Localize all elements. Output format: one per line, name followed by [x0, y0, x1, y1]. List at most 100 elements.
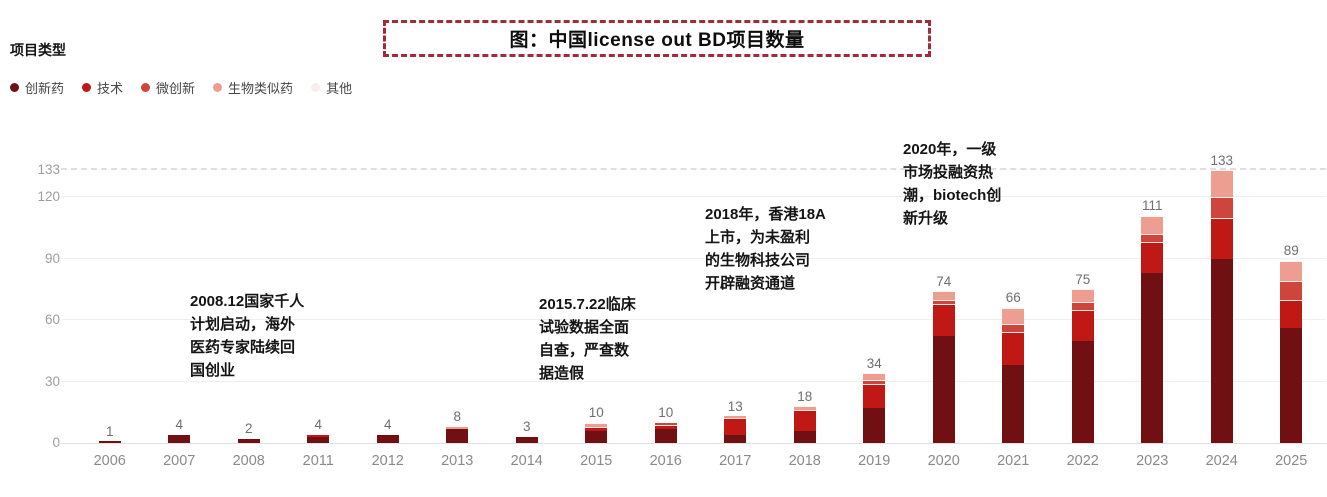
x-axis-label-2018: 2018 [788, 453, 821, 469]
bar-segment-technology [1141, 242, 1164, 273]
bar-column-2020: 74 [909, 160, 979, 443]
x-axis-label-2025: 2025 [1275, 453, 1308, 469]
bar-stack [168, 434, 191, 443]
legend-dot-technology [82, 83, 92, 92]
bar-stack [1071, 289, 1094, 443]
bar-segment-technology [307, 434, 330, 437]
legend-item-micro-innovation: 微创新 [141, 78, 195, 97]
plot-area: 1 4 2 4 4 8 3 10 10 13 18 34 74 66 75 111 133 89 [61, 154, 1327, 443]
bar-segment-biosimilar [724, 416, 747, 419]
x-axis-line [58, 443, 1327, 444]
bar-column-2008: 2 [214, 160, 284, 443]
bar-value-label: 75 [1075, 271, 1091, 287]
bar-segment-innovative-drug [376, 434, 399, 443]
bar-segment-technology [932, 303, 955, 337]
x-axis-label-2013: 2013 [441, 453, 474, 469]
x-axis-label-2021: 2021 [997, 453, 1030, 469]
bar-segment-biosimilar [1141, 215, 1164, 235]
annotation-2020: 2020年，一级 市场投融资热 潮，biotech创 新升级 [903, 141, 1002, 227]
bar-segment-innovative-drug [446, 428, 469, 443]
bar-stack [1280, 260, 1303, 443]
x-axis-label-2006: 2006 [93, 453, 126, 469]
legend-item-technology: 技术 [82, 78, 123, 97]
gridline-133 [61, 168, 1326, 171]
x-axis-label-2017: 2017 [719, 453, 752, 469]
bar-segment-biosimilar [1210, 170, 1233, 197]
x-axis-label-2015: 2015 [580, 453, 613, 469]
figure-title-box: 图：中国license out BD项目数量 [383, 20, 931, 57]
legend-item-other: 其他 [311, 78, 352, 97]
bar-segment-technology [863, 383, 886, 409]
legend-title: 项目类型 [10, 42, 66, 58]
bar-segment-micro-innovation [1280, 281, 1303, 300]
bar-segment-technology [1280, 299, 1303, 329]
annotation-2008: 2008.12国家千人 计划启动，海外 医药专家陆续回 国创业 [190, 293, 305, 379]
legend-label: 其他 [326, 81, 353, 96]
bar-segment-biosimilar [1280, 260, 1303, 282]
bar-value-label: 111 [1141, 198, 1163, 214]
x-axis-label-2020: 2020 [927, 453, 960, 469]
bar-segment-innovative-drug [1002, 365, 1025, 443]
figure-title: 图：中国license out BD项目数量 [509, 30, 805, 51]
bar-segment-biosimilar [863, 373, 886, 380]
bar-value-label: 66 [1005, 290, 1021, 306]
x-axis-label-2014: 2014 [510, 453, 543, 469]
bar-segment-biosimilar [1071, 289, 1094, 302]
y-axis: 0 30 60 90 120 133 [10, 160, 60, 450]
bar-segment-innovative-drug [1071, 340, 1094, 443]
bar-segment-innovative-drug [863, 408, 886, 443]
bar-value-label: 89 [1283, 243, 1299, 259]
bar-stack [237, 438, 260, 443]
bar-segment-biosimilar [446, 426, 469, 429]
bar-segment-biosimilar [793, 406, 816, 411]
legend-label: 微创新 [156, 81, 196, 96]
bar-value-label: 1 [105, 423, 114, 439]
bar-segment-biosimilar [1002, 307, 1025, 325]
bar-segment-innovative-drug [724, 434, 747, 443]
bar-segment-technology [1071, 309, 1094, 341]
bar-segment-technology [654, 424, 677, 429]
bar-segment-micro-innovation [654, 422, 677, 425]
bar-value-label: 10 [588, 405, 604, 421]
x-axis-label-2023: 2023 [1136, 453, 1169, 469]
bar-column-2013: 8 [423, 160, 493, 443]
bar-stack [932, 291, 955, 443]
x-axis-label-2011: 2011 [302, 453, 334, 469]
x-axis-label-2016: 2016 [649, 453, 682, 469]
y-axis-label: 120 [37, 189, 60, 204]
bar-segment-technology [1002, 332, 1025, 366]
bar-column-2007: 4 [145, 160, 215, 443]
bar-value-label: 34 [866, 355, 882, 371]
bar-stack [1141, 215, 1164, 443]
bar-column-2021: 66 [979, 160, 1049, 443]
bar-stack [585, 422, 608, 443]
bar-stack [376, 434, 399, 443]
bar-segment-biosimilar [585, 422, 608, 427]
bar-stack [863, 373, 886, 443]
legend-item-innovative-drug: 创新药 [10, 78, 64, 97]
bar-segment-micro-innovation [1071, 301, 1094, 310]
bar-column-2023: 111 [1118, 160, 1188, 443]
gridline-120 [61, 196, 1326, 197]
bar-column-2012: 4 [353, 160, 423, 443]
bar-column-2006: 1 [75, 160, 145, 443]
annotation-2015: 2015.7.22临床 试验数据全面 自查，严查数 据造假 [539, 296, 636, 382]
gridline-90 [61, 257, 1326, 259]
bar-value-label: 74 [936, 273, 952, 289]
x-axis-label-2024: 2024 [1205, 453, 1238, 469]
bar-column-2014: 3 [492, 160, 562, 443]
bar-stack [1002, 307, 1025, 443]
bar-segment-innovative-drug [654, 428, 677, 443]
bar-column-2017: 13 [701, 160, 771, 443]
legend-dot-micro-innovation [141, 83, 151, 92]
bar-segment-technology [1210, 217, 1233, 259]
bar-stack [654, 422, 677, 443]
bar-column-2018: 18 [770, 160, 840, 443]
bar-stack [98, 441, 121, 443]
bar-value-label: 2 [244, 421, 253, 437]
legend-dot-biosimilar [213, 83, 223, 92]
bar-segment-innovative-drug [98, 441, 121, 443]
bar-column-2025: 89 [1257, 160, 1327, 443]
y-axis-label: 60 [44, 312, 60, 327]
